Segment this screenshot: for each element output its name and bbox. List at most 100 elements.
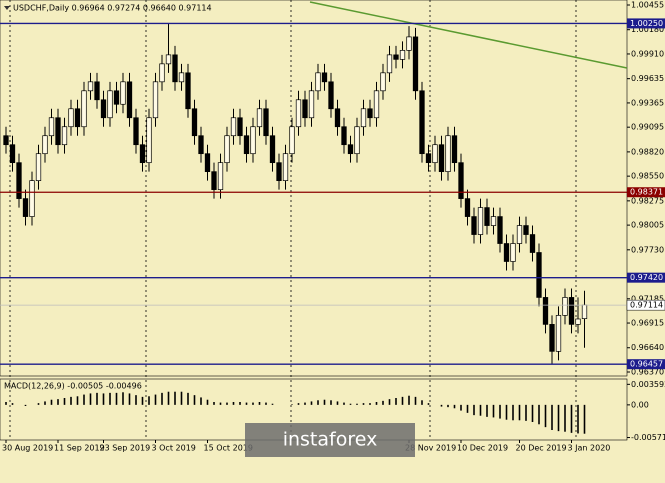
candle-body bbox=[360, 108, 367, 128]
period-separators bbox=[9, 0, 577, 440]
level-label: 1.00250 bbox=[630, 19, 663, 28]
candle-body bbox=[328, 81, 334, 110]
x-tick-label: 20 Dec 2019 bbox=[516, 444, 567, 453]
candle-body bbox=[198, 135, 204, 155]
candle-body bbox=[133, 117, 139, 146]
candle-body bbox=[347, 144, 354, 155]
candle-body bbox=[120, 81, 126, 105]
y-tick-label: 0.98820 bbox=[631, 147, 664, 156]
y-tick-label: 0.96640 bbox=[631, 343, 664, 352]
level-label-box bbox=[627, 359, 665, 370]
candle-body bbox=[386, 54, 393, 74]
symbol-icon bbox=[4, 6, 10, 10]
y-tick-label: 0.97730 bbox=[631, 245, 664, 254]
candle-body bbox=[237, 117, 243, 137]
candle-body bbox=[315, 72, 321, 92]
candle-body bbox=[334, 108, 341, 128]
level-label-box bbox=[627, 272, 665, 283]
candle-body bbox=[393, 54, 399, 60]
candle-body bbox=[113, 90, 120, 105]
y-tick-label: 0.98005 bbox=[631, 221, 664, 230]
candle-body bbox=[276, 162, 282, 181]
candle-body bbox=[380, 72, 386, 92]
candle-body bbox=[61, 126, 68, 146]
candle-body bbox=[412, 36, 419, 92]
y-tick-label: 0.99910 bbox=[631, 49, 664, 58]
candle-body bbox=[555, 315, 562, 352]
candle-body bbox=[497, 216, 503, 244]
candle-body bbox=[471, 216, 477, 235]
price-panel bbox=[0, 0, 628, 377]
current-price-box bbox=[626, 299, 665, 311]
watermark-box: instaforex bbox=[245, 423, 415, 457]
candle-body bbox=[250, 126, 256, 155]
candle-body bbox=[295, 99, 302, 128]
candle-body bbox=[68, 108, 74, 128]
candle-body bbox=[484, 207, 490, 226]
candle-body bbox=[542, 297, 549, 325]
candle-body bbox=[29, 180, 35, 217]
current-price-label: 0.97114 bbox=[630, 301, 663, 310]
candle-body bbox=[373, 90, 380, 119]
chart-title: USDCHF,Daily 0.96964 0.97274 0.96640 0.9… bbox=[13, 4, 212, 13]
y-tick-label: 1.00455 bbox=[631, 1, 664, 10]
candle-body bbox=[185, 72, 191, 110]
candle-body bbox=[165, 54, 172, 65]
candle-body bbox=[42, 135, 48, 155]
candle-body bbox=[419, 90, 425, 155]
candle-body bbox=[425, 153, 432, 164]
candle-body bbox=[9, 144, 16, 164]
candle-body bbox=[146, 117, 152, 164]
macd-tick-label: 0.003592 bbox=[631, 380, 665, 389]
watermark: instaforex bbox=[283, 429, 378, 451]
candle-body bbox=[432, 144, 438, 164]
candle-body bbox=[302, 99, 308, 119]
candle-body bbox=[191, 108, 198, 137]
candle-body bbox=[367, 108, 373, 119]
candle-body bbox=[16, 162, 22, 199]
candle-body bbox=[399, 50, 406, 60]
macd-tick-label: -0.005718 bbox=[631, 433, 665, 442]
y-tick-label: 0.97185 bbox=[631, 294, 664, 303]
candle-body bbox=[321, 72, 328, 83]
candle-body bbox=[263, 108, 269, 137]
x-tick-label: 3 Jan 2020 bbox=[568, 444, 611, 453]
candle-body bbox=[568, 297, 575, 325]
candle-body bbox=[490, 216, 497, 226]
y-tick-label: 0.98275 bbox=[631, 196, 664, 205]
y-tick-label: 0.98550 bbox=[631, 172, 664, 181]
trend-line bbox=[309, 1, 628, 69]
candle-body bbox=[224, 135, 230, 164]
candle-body bbox=[282, 153, 289, 181]
candle-body bbox=[445, 135, 451, 173]
candle-body bbox=[581, 304, 588, 319]
candle-body bbox=[139, 144, 146, 164]
candle-body bbox=[289, 126, 295, 155]
candle-body bbox=[243, 135, 250, 155]
candle-body bbox=[107, 90, 113, 119]
x-tick-label: 11 Sep 2019 bbox=[54, 444, 105, 453]
candle-body bbox=[354, 126, 360, 155]
candle-body bbox=[204, 153, 211, 173]
candle-body bbox=[159, 63, 165, 83]
y-tick-label: 0.99635 bbox=[631, 74, 664, 83]
level-label-box bbox=[627, 187, 665, 198]
candle-body bbox=[74, 108, 81, 128]
candle-body bbox=[22, 198, 29, 217]
candle-body bbox=[464, 198, 471, 217]
marks: 1.00455 1.00180 0.99910 0.99635 0.99365 0.990… bbox=[0, 1, 665, 453]
candle-body bbox=[269, 135, 276, 164]
candle-body bbox=[55, 117, 61, 146]
level-label: 0.98371 bbox=[630, 188, 663, 197]
candle-body bbox=[549, 324, 555, 352]
y-tick-label: 1.00180 bbox=[631, 25, 664, 34]
x-tick-label: 15 Oct 2019 bbox=[204, 444, 253, 453]
candle-body bbox=[126, 81, 133, 119]
level-label: 0.97420 bbox=[630, 273, 663, 282]
candle-body bbox=[217, 162, 224, 190]
y-tick-label: 0.96370 bbox=[631, 368, 664, 377]
level-label: 0.96457 bbox=[630, 360, 663, 369]
candle-body bbox=[575, 318, 581, 325]
x-tick-label: 3 Oct 2019 bbox=[152, 444, 196, 453]
candle-body bbox=[308, 90, 315, 119]
